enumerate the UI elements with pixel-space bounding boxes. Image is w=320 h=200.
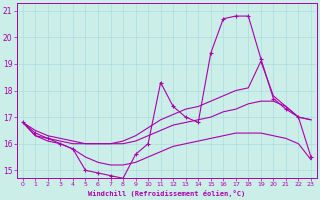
X-axis label: Windchill (Refroidissement éolien,°C): Windchill (Refroidissement éolien,°C): [88, 190, 245, 197]
